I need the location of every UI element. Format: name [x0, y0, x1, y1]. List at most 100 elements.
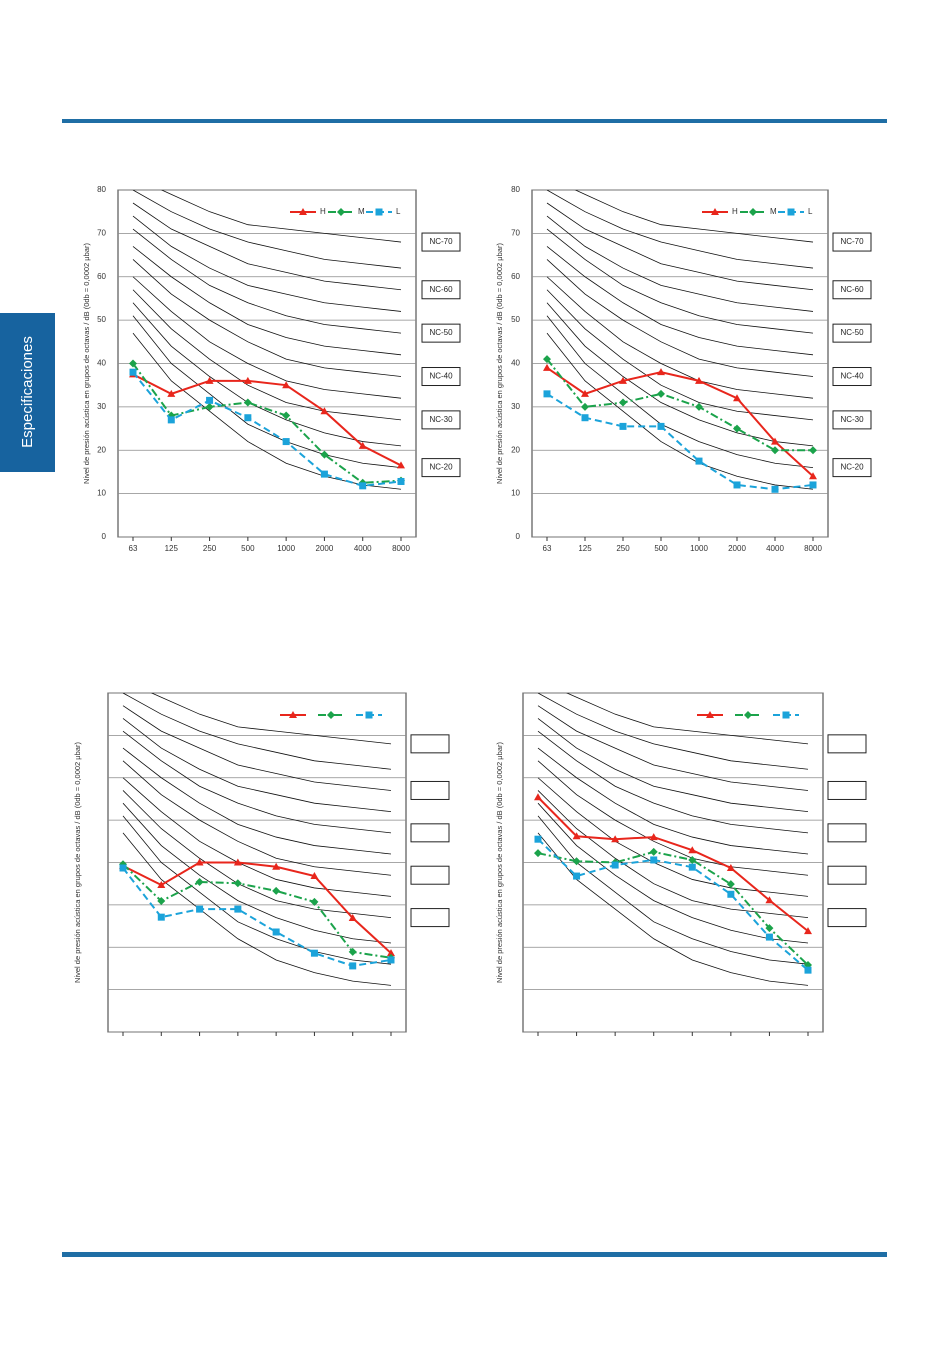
nc-box: [827, 865, 867, 885]
x-tick-label: 1000: [690, 544, 708, 553]
series-line: [546, 367, 814, 478]
nc-box: [410, 823, 450, 843]
legend-label: L: [808, 207, 813, 216]
marker: [320, 470, 328, 478]
marker: [129, 359, 137, 368]
nc-curve: [132, 202, 402, 291]
nc-curve: [537, 777, 809, 897]
y-axis-label: Nivel de presión acústica en grupos de o…: [73, 742, 82, 983]
nc-box: [827, 908, 867, 928]
nc-curves: [537, 693, 809, 986]
marker: [282, 381, 291, 389]
marker: [387, 956, 395, 964]
marker: [320, 450, 329, 459]
marker: [726, 880, 735, 889]
marker: [233, 858, 242, 866]
marker: [657, 368, 665, 376]
nc-curve: [122, 693, 392, 770]
marker: [157, 897, 166, 906]
x-tick-label: 8000: [804, 544, 822, 553]
marker: [657, 389, 665, 398]
marker: [299, 208, 307, 215]
marker: [581, 414, 589, 422]
nc-curve: [546, 315, 814, 468]
nc-curve: [546, 302, 814, 447]
marker: [744, 711, 752, 719]
nc-label: NC-60: [840, 285, 864, 294]
marker: [365, 711, 373, 719]
marker: [349, 962, 357, 970]
nc-curve: [537, 790, 809, 918]
nc-label: NC-50: [840, 328, 864, 337]
legend-label: M: [770, 207, 777, 216]
nc-box: [827, 734, 867, 754]
marker: [359, 482, 367, 490]
nc-curve: [160, 190, 402, 243]
series-line: [537, 838, 809, 971]
legend-label: M: [358, 207, 365, 216]
marker: [310, 949, 318, 957]
marker: [733, 481, 741, 489]
y-tick-label: 70: [97, 228, 106, 237]
series-line: [537, 850, 809, 966]
marker: [272, 928, 280, 936]
marker: [272, 886, 281, 895]
y-tick-label: 20: [97, 445, 106, 454]
marker: [572, 832, 581, 840]
nc-curve: [132, 246, 402, 356]
marker: [543, 355, 551, 364]
series-line: [132, 371, 402, 487]
nc-curve: [537, 815, 809, 965]
nc-box: [410, 908, 450, 928]
x-tick-label: 8000: [392, 544, 410, 553]
y-tick-label: 10: [97, 489, 106, 498]
marker: [397, 461, 405, 469]
nc-curve: [537, 832, 809, 986]
marker: [157, 913, 165, 921]
marker: [375, 208, 383, 216]
marker: [804, 927, 812, 935]
y-axis-label: Nivel de presión acústica en grupos de o…: [495, 742, 504, 983]
nc-curve: [574, 190, 814, 243]
nc-curve: [537, 730, 809, 834]
marker: [206, 396, 214, 404]
marker: [782, 711, 790, 719]
nc-box: [832, 323, 872, 343]
x-tick-label: 4000: [354, 544, 372, 553]
nc-curve: [132, 289, 402, 421]
marker: [809, 481, 817, 489]
marker: [695, 457, 703, 465]
nc-curve: [546, 276, 814, 399]
y-tick-label: 0: [516, 532, 521, 541]
x-tick-label: 4000: [766, 544, 784, 553]
marker: [688, 846, 697, 854]
nc-box: [827, 823, 867, 843]
marker: [695, 402, 703, 411]
marker: [706, 711, 714, 718]
nc-box: [421, 367, 461, 387]
nc-label: NC-40: [429, 372, 453, 381]
marker: [771, 485, 779, 493]
y-tick-label: 30: [511, 402, 520, 411]
marker: [572, 857, 581, 866]
nc-curves: [546, 190, 814, 490]
marker: [243, 376, 252, 384]
marker: [771, 446, 779, 455]
marker: [611, 861, 619, 869]
marker: [327, 711, 335, 719]
marker: [205, 376, 214, 384]
nc-curve: [546, 246, 814, 356]
nc-label: NC-50: [429, 328, 453, 337]
nc-label: NC-70: [840, 237, 864, 246]
y-tick-label: 60: [511, 272, 520, 281]
chart: Nivel de presión acústica en grupos de o…: [73, 692, 450, 1036]
marker: [711, 208, 719, 215]
marker: [581, 402, 589, 411]
nc-curve: [132, 190, 402, 269]
nc-box: [421, 458, 461, 478]
marker: [657, 422, 665, 430]
nc-curve: [122, 760, 392, 876]
marker: [397, 477, 405, 485]
nc-curve: [537, 693, 809, 770]
y-tick-label: 50: [511, 315, 520, 324]
